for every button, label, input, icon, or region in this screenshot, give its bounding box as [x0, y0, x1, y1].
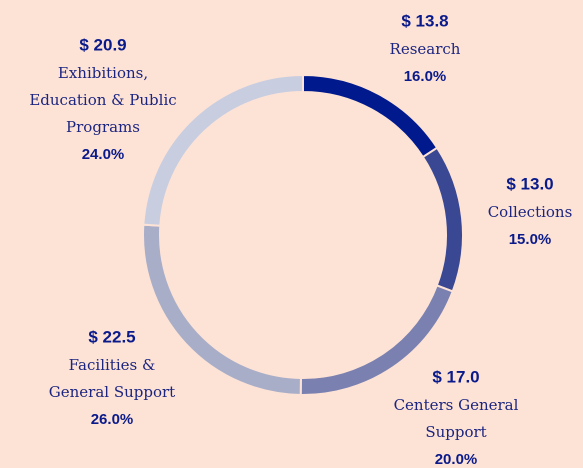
category-label: Programs	[66, 118, 140, 136]
category-label: Facilities &	[69, 356, 156, 374]
category-label: Centers General	[394, 396, 519, 414]
category-label: General Support	[49, 383, 175, 401]
value-label: $ 13.8	[401, 11, 448, 30]
category-label: Research	[390, 40, 461, 58]
value-label: $ 20.9	[79, 35, 126, 54]
percentage-label: 26.0%	[91, 411, 134, 428]
percentage-label: 16.0%	[404, 68, 447, 85]
donut-segment	[142, 73, 304, 227]
percentage-label: 15.0%	[509, 231, 552, 248]
value-label: $ 22.5	[88, 327, 135, 346]
category-label: Education & Public	[29, 91, 176, 109]
value-label: $ 17.0	[432, 367, 479, 386]
percentage-label: 20.0%	[435, 451, 478, 468]
category-label: Exhibitions,	[58, 64, 148, 82]
value-label: $ 13.0	[506, 174, 553, 193]
percentage-label: 24.0%	[82, 146, 125, 163]
category-label: Support	[425, 423, 486, 441]
category-label: Collections	[488, 203, 573, 221]
